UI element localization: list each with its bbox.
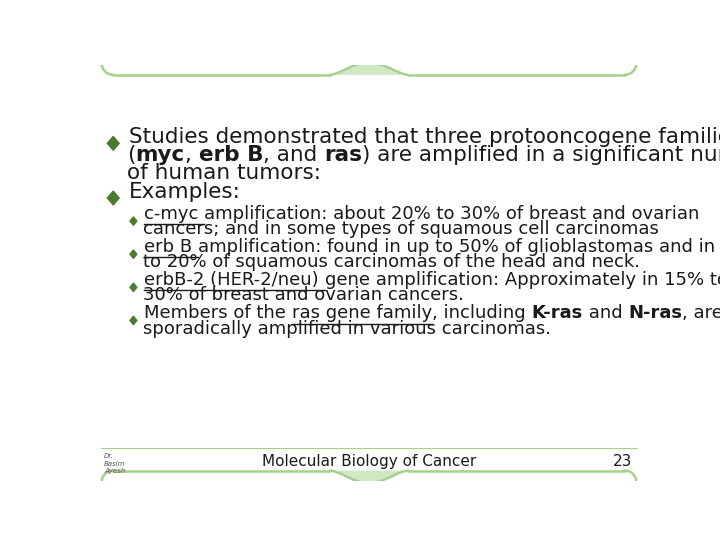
Polygon shape — [330, 63, 408, 75]
Text: Dr.: Dr. — [104, 453, 114, 459]
Text: amplification: about 20% to 30% of breast and ovarian: amplification: about 20% to 30% of breas… — [204, 205, 700, 223]
Text: Basim: Basim — [104, 461, 125, 467]
Text: Ayesh: Ayesh — [104, 468, 125, 474]
Text: cancers; and in some types of squamous cell carcinomas: cancers; and in some types of squamous c… — [143, 220, 659, 238]
Text: , are: , are — [682, 304, 720, 322]
Text: erb B: erb B — [144, 238, 198, 256]
Text: N-ras: N-ras — [628, 304, 682, 322]
Text: ) are amplified in a significant number: ) are amplified in a significant number — [362, 145, 720, 165]
Polygon shape — [130, 217, 137, 225]
Text: 30% of breast and ovarian cancers.: 30% of breast and ovarian cancers. — [143, 286, 464, 305]
Polygon shape — [130, 250, 137, 259]
Text: gene amplification: Approximately in 15% to: gene amplification: Approximately in 15%… — [325, 271, 720, 289]
Text: erbB-2 (HER-2/neu): erbB-2 (HER-2/neu) — [144, 271, 325, 289]
Text: K-ras: K-ras — [531, 304, 582, 322]
Polygon shape — [130, 283, 137, 292]
Text: 23: 23 — [613, 454, 632, 469]
Text: ras: ras — [324, 145, 362, 165]
Text: Members of the: Members of the — [144, 304, 292, 322]
Text: myc: myc — [135, 145, 185, 165]
Polygon shape — [130, 316, 137, 325]
Text: sporadically amplified in various carcinomas.: sporadically amplified in various carcin… — [143, 320, 551, 338]
Text: to 20% of squamous carcinomas of the head and neck.: to 20% of squamous carcinomas of the hea… — [143, 253, 639, 271]
Text: c-myc: c-myc — [144, 205, 204, 223]
Text: of human tumors:: of human tumors: — [127, 163, 321, 183]
Text: and: and — [582, 304, 628, 322]
Polygon shape — [107, 191, 120, 205]
Polygon shape — [330, 470, 408, 483]
Text: , and: , and — [263, 145, 324, 165]
Text: Examples:: Examples: — [129, 182, 240, 202]
Text: ,: , — [185, 145, 199, 165]
Text: amplification: found in up to 50% of glioblastomas and in 10%: amplification: found in up to 50% of gli… — [198, 238, 720, 256]
Text: , including: , including — [432, 304, 531, 322]
Polygon shape — [107, 137, 120, 150]
Text: erb B: erb B — [199, 145, 263, 165]
Text: Studies demonstrated that three protooncogene families: Studies demonstrated that three protoonc… — [129, 127, 720, 147]
Text: Molecular Biology of Cancer: Molecular Biology of Cancer — [262, 454, 476, 469]
Text: ras gene family: ras gene family — [292, 304, 432, 322]
Text: (: ( — [127, 145, 135, 165]
